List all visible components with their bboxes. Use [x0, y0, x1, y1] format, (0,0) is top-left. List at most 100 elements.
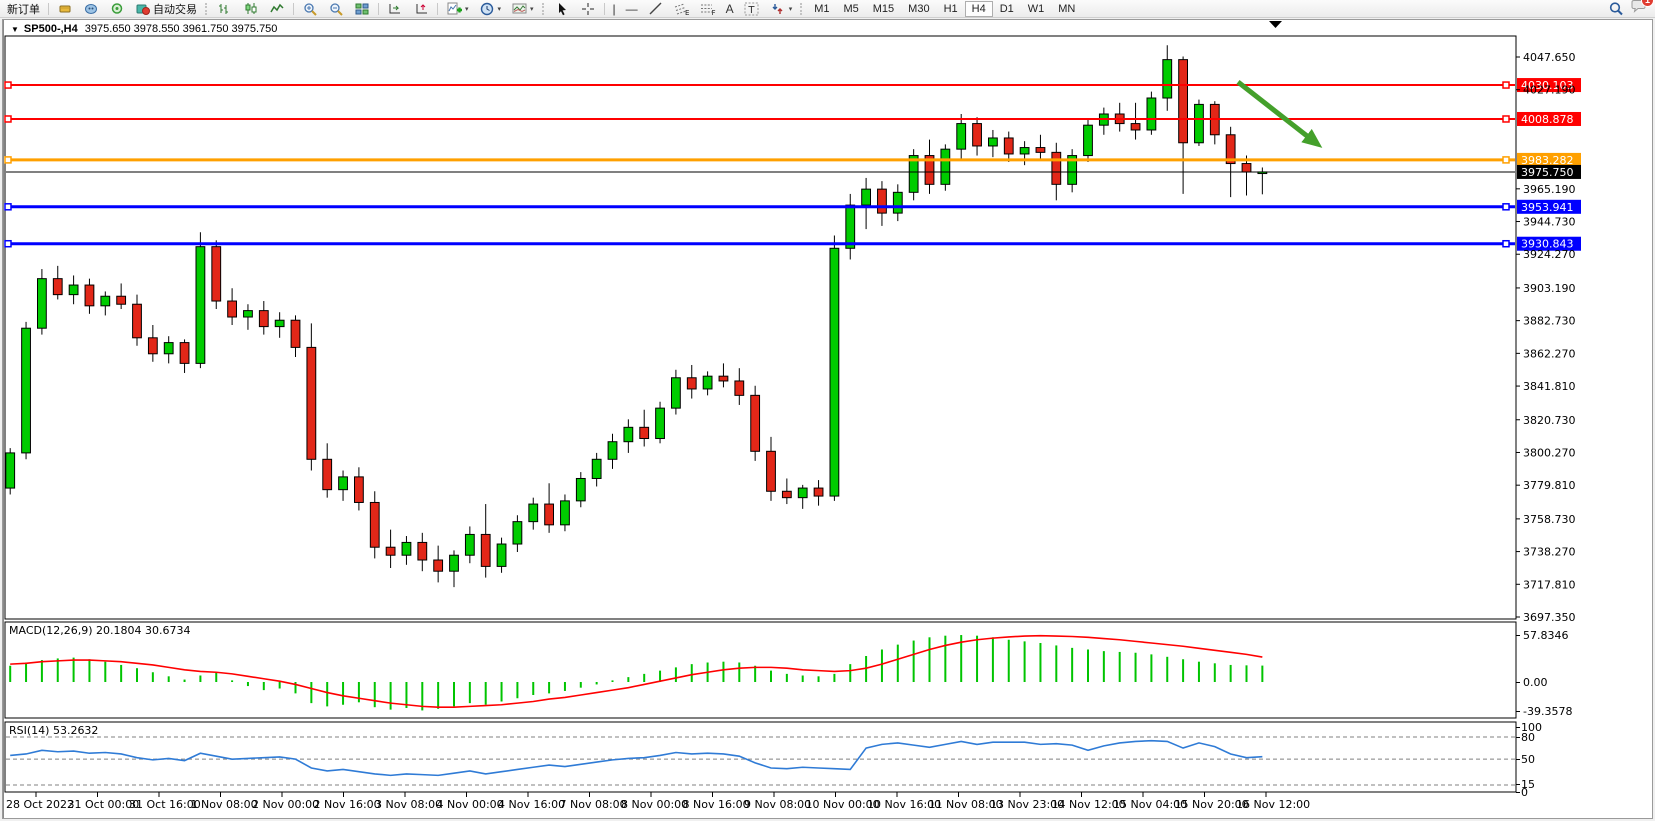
svg-text:4 Nov 16:00: 4 Nov 16:00	[498, 798, 565, 811]
toolbar-separator	[603, 2, 605, 15]
timeframe-button-H4[interactable]: H4	[964, 0, 993, 17]
timeframe-button-MN[interactable]: MN	[1058, 2, 1076, 15]
auto-scroll-icon	[387, 1, 403, 16]
vertical-line-tool-button[interactable]: |	[608, 1, 621, 17]
fibonacci-icon: F	[700, 1, 716, 16]
chevron-down-icon[interactable]: ▼	[11, 24, 19, 34]
periods-button[interactable]: ▾	[474, 1, 507, 17]
svg-text:3779.810: 3779.810	[1523, 479, 1576, 492]
gold-box-button[interactable]	[52, 1, 78, 17]
signal-icon	[109, 1, 125, 16]
svg-text:57.8346: 57.8346	[1523, 629, 1569, 642]
timeframe-button-M30[interactable]: M30	[908, 2, 930, 15]
auto-scroll-button[interactable]	[382, 1, 408, 17]
autotrading-label: 自动交易	[153, 3, 197, 16]
timeframe-button-W1[interactable]: W1	[1027, 2, 1045, 15]
signal-button[interactable]	[104, 1, 130, 17]
macd-panel: MACD(12,26,9) 20.1804 30.6734 57.8346 0.00…	[9, 624, 1572, 718]
line-chart-button[interactable]	[264, 1, 290, 17]
svg-text:8 Nov 16:00: 8 Nov 16:00	[683, 798, 750, 811]
scroll-to-end-marker[interactable]	[1269, 21, 1282, 28]
svg-text:8 Nov 00:00: 8 Nov 00:00	[621, 798, 688, 811]
autotrading-button[interactable]: 自动交易	[130, 1, 202, 17]
toolbar-grip	[541, 2, 546, 15]
text-label-tool-button[interactable]: T	[739, 1, 765, 17]
chart-shift-button[interactable]	[408, 1, 434, 17]
svg-text:9 Nov 08:00: 9 Nov 08:00	[744, 798, 811, 811]
svg-text:10 Nov 16:00: 10 Nov 16:00	[867, 798, 941, 811]
svg-text:3738.270: 3738.270	[1523, 546, 1576, 559]
tile-windows-button[interactable]	[349, 1, 375, 17]
svg-text:3924.270: 3924.270	[1523, 248, 1576, 261]
toolbar-separator	[378, 2, 379, 15]
text-tool-icon: A	[725, 1, 734, 16]
cloud-person-icon	[83, 1, 99, 16]
timeframe-group: M1 M5 M15 M30 H1 H4 D1 W1 MN	[807, 0, 1082, 17]
toolbar-grip	[800, 2, 804, 15]
zoom-in-button[interactable]	[297, 1, 323, 17]
indicators-button[interactable]: ▾	[441, 1, 474, 17]
svg-text:10 Nov 00:00: 10 Nov 00:00	[806, 798, 880, 811]
horizontal-line-tool-button[interactable]: —	[621, 1, 643, 17]
chart-title-bar: ▼ SP500-,H4 3975.650 3978.550 3961.750 3…	[4, 21, 1651, 37]
chat-button[interactable]: 1	[1630, 0, 1654, 19]
text-tool-button[interactable]: A	[721, 1, 739, 17]
svg-text:4 Nov 00:00: 4 Nov 00:00	[437, 798, 504, 811]
svg-text:100: 100	[1521, 721, 1542, 734]
timeframe-button-M15[interactable]: M15	[872, 2, 895, 15]
svg-text:0.00: 0.00	[1523, 676, 1548, 689]
cursor-icon	[554, 1, 570, 16]
fibonacci-tool-button[interactable]: F	[695, 1, 721, 17]
svg-text:15 Nov 04:00: 15 Nov 04:00	[1113, 798, 1187, 811]
svg-text:3758.730: 3758.730	[1523, 513, 1576, 526]
rsi-line	[10, 739, 1263, 777]
arrows-icon	[770, 1, 786, 16]
timeframe-button-M5[interactable]: M5	[843, 2, 859, 15]
crosshair-tool-button[interactable]	[575, 1, 601, 17]
zoom-out-button[interactable]	[323, 1, 349, 17]
macd-label: MACD(12,26,9) 20.1804 30.6734	[9, 624, 191, 637]
svg-text:14 Nov 12:00: 14 Nov 12:00	[1052, 798, 1126, 811]
indicators-add-icon	[446, 1, 462, 16]
svg-text:15 Nov 20:00: 15 Nov 20:00	[1175, 798, 1249, 811]
templates-button[interactable]: ▾	[506, 1, 539, 17]
svg-text:4030.103: 4030.103	[1521, 79, 1574, 92]
profile-button[interactable]	[78, 1, 104, 17]
cursor-tool-button[interactable]	[549, 1, 575, 17]
toolbar-right-group: 1	[1608, 0, 1654, 19]
main-panel-frame	[4, 35, 1517, 620]
gold-box-icon	[57, 1, 73, 16]
svg-text:E: E	[685, 9, 689, 16]
trendline-icon	[648, 1, 664, 16]
trendline-tool-button[interactable]	[643, 1, 669, 17]
autotrading-icon	[135, 1, 151, 16]
search-icon[interactable]	[1608, 1, 1624, 16]
notification-badge: 1	[1640, 0, 1654, 7]
svg-text:F: F	[711, 9, 715, 16]
timeframe-button-H1[interactable]: H1	[943, 2, 958, 15]
svg-text:3862.270: 3862.270	[1523, 347, 1576, 360]
rsi-panel-frame	[4, 721, 1517, 793]
channel-tool-button[interactable]: E	[669, 1, 695, 17]
svg-text:3820.730: 3820.730	[1523, 414, 1576, 427]
svg-text:4047.650: 4047.650	[1523, 51, 1576, 64]
svg-text:3841.810: 3841.810	[1523, 380, 1576, 393]
new-order-button[interactable]: 新订单	[2, 1, 45, 17]
svg-text:3697.350: 3697.350	[1523, 611, 1576, 624]
equidistant-channel-icon: E	[674, 1, 690, 16]
main-toolbar: 新订单 自动交易	[0, 0, 1655, 18]
arrows-tool-button[interactable]: ▾	[765, 1, 798, 17]
timeframe-button-M1[interactable]: M1	[814, 2, 830, 15]
bar-chart-icon	[217, 1, 233, 16]
svg-text:80: 80	[1521, 731, 1535, 744]
trend-arrow-annotation[interactable]	[1236, 80, 1323, 148]
svg-text:3903.190: 3903.190	[1523, 282, 1576, 295]
svg-text:7 Nov 08:00: 7 Nov 08:00	[560, 798, 627, 811]
candlestick-chart-button[interactable]	[238, 1, 264, 17]
timeframe-button-D1[interactable]: D1	[999, 2, 1014, 15]
bar-chart-button[interactable]	[212, 1, 238, 17]
svg-text:13 Nov 23:00: 13 Nov 23:00	[990, 798, 1064, 811]
